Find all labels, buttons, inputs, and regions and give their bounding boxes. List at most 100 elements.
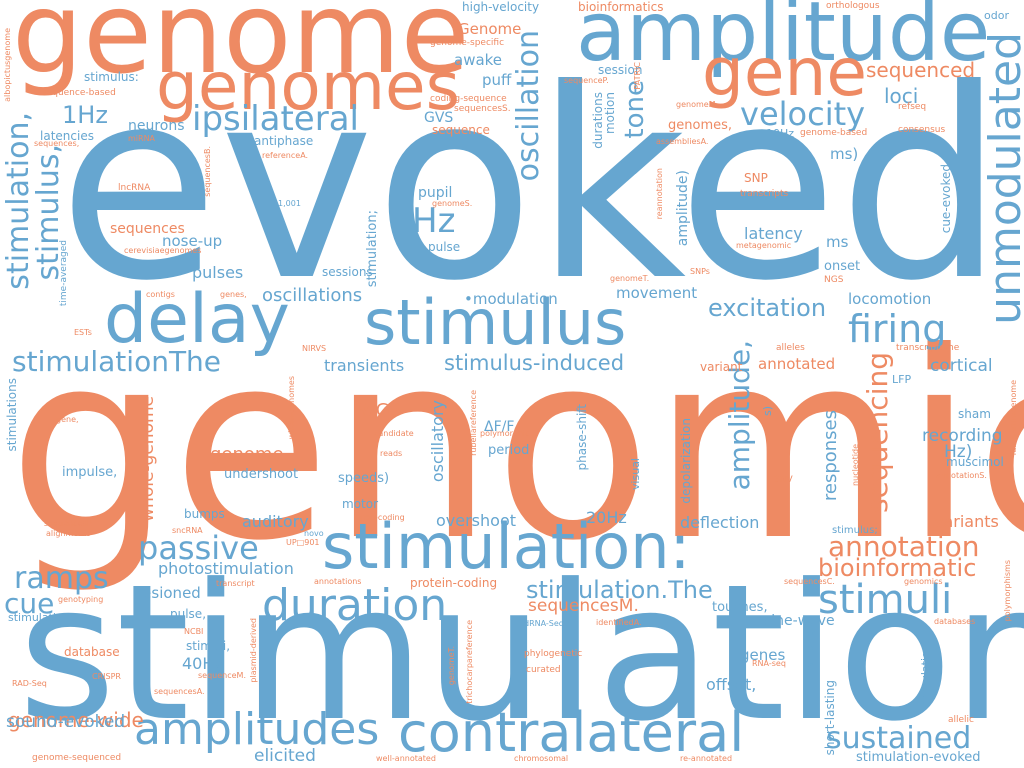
- word-impulse: impulse,: [62, 465, 118, 480]
- word-stimuli: stimuli: [818, 577, 953, 623]
- word-unmodulated: unmodulated: [980, 32, 1024, 325]
- word-antiphase: antiphase: [254, 134, 314, 148]
- word-plasmid: plasmid-derived: [249, 618, 258, 683]
- word-allelic: allelic: [948, 715, 975, 725]
- word-well-annotated: well-annotated: [376, 754, 436, 763]
- word-nose-up: nose-up: [162, 232, 223, 250]
- word-reference-a: referenceA.: [262, 151, 309, 160]
- word-stimulations: stimulations: [5, 378, 19, 452]
- word-amplitude-paren: amplitude): [675, 170, 691, 247]
- word-sequences-b: sequencesB.: [203, 146, 212, 197]
- word-gene-comma: gene,: [56, 415, 79, 424]
- word-alleles: alleles: [776, 343, 805, 353]
- word-ramps: ramps: [14, 561, 109, 596]
- word-stimulus: stimulus: [364, 286, 627, 359]
- word-short-lasting: short-lasting: [823, 680, 837, 756]
- word-genomes: genomes: [156, 48, 460, 125]
- word-phylogenetic: phylogenetic: [524, 649, 583, 659]
- word-genomics: genomics: [904, 577, 943, 586]
- word-novo: novo: [304, 529, 324, 538]
- word-genome-sequenced: genome-sequenced: [32, 753, 122, 763]
- word-patric: PATRIC: [633, 62, 642, 90]
- word-genome-cap: Genome: [458, 20, 522, 38]
- word-amplitude: amplitude: [576, 0, 991, 80]
- word-ms-paren: ms): [830, 145, 859, 163]
- word-refseq: refseq: [898, 102, 927, 112]
- word-offset-comma: offset,: [706, 675, 757, 694]
- word-candidate: candidate: [374, 429, 414, 438]
- word-stimulation-evoked: stimulation-evoked: [856, 750, 981, 765]
- word-crispr: CRISPR: [92, 672, 121, 681]
- word-stimulation-semi: stimulation;: [365, 210, 380, 288]
- word-lncrna: lncRNA: [118, 183, 151, 193]
- word-falciparum: falciparumgenome: [1009, 380, 1018, 456]
- word-assemblies-a: assembliesA.: [656, 137, 709, 146]
- word-genome-s: genomeS.: [432, 199, 473, 208]
- word-deflection: deflection: [680, 513, 760, 532]
- word-sequences-s: sequencesS.: [454, 104, 511, 114]
- word-locomotion: locomotion: [848, 290, 932, 308]
- word-sequences-a: sequencesA.: [154, 687, 205, 696]
- word-protein-coding: protein-coding: [410, 576, 498, 590]
- word-genome-based: genome-based: [800, 128, 868, 138]
- word-pupil: pupil: [418, 185, 453, 201]
- word-sound-evoked-visible: sound-evoked: [6, 712, 126, 732]
- word-velocity: velocity: [740, 95, 866, 133]
- word-whole-genomes: whole-genomes: [287, 376, 296, 440]
- word-ipsilateral: ipsilateral: [192, 99, 359, 139]
- word-drna: dRNA-Seq: [524, 619, 564, 628]
- word-sham: sham: [958, 407, 991, 421]
- word-10hz: 10Hz: [766, 127, 795, 140]
- word-stimulus-induced: stimulus-induced: [444, 351, 625, 375]
- word-latency: latency: [744, 224, 803, 243]
- word-annotations: annotations: [314, 577, 362, 586]
- word-pulses: pulses: [192, 263, 244, 282]
- word-phase-shift: phase-shift: [575, 404, 589, 471]
- word-sequenced: sequenced: [866, 58, 976, 82]
- word-stimuli-comma: stimuli,: [186, 639, 231, 653]
- word-stimulus-semi: stimulus;: [832, 525, 878, 536]
- word-transcript: transcript: [216, 579, 255, 588]
- word-up901: UP□901: [286, 538, 320, 547]
- word-stimulation-paren-2: stimulation): [919, 640, 932, 706]
- word-ms: ms: [826, 233, 849, 251]
- word-awake: awake: [454, 51, 503, 69]
- word-databases: databases: [934, 617, 976, 626]
- word-recording: recording: [922, 426, 1003, 446]
- word-sequence-m: sequenceM.: [198, 671, 246, 680]
- word-coding-sequence: coding-sequence: [430, 94, 507, 104]
- word-session: session: [598, 63, 643, 77]
- word-modulation: •modulation: [464, 290, 558, 308]
- word-excitation: excitation: [708, 294, 827, 322]
- word-gvs: GVS: [424, 110, 454, 126]
- word-responses: responses: [820, 410, 841, 502]
- word-pulse-comma: pulse,: [170, 607, 207, 621]
- word-nirvs: NIRVS: [302, 344, 327, 353]
- word-stimulation-paren: stimulation): [8, 611, 74, 624]
- word-oscillations: oscillations: [262, 285, 363, 306]
- word-reannotation: reannotation: [655, 168, 664, 220]
- word-firing: firing: [848, 307, 947, 351]
- word-snps: SNPs: [690, 267, 710, 276]
- word-genome-m: genomeM.: [676, 100, 719, 109]
- word-genes-comma: genes,: [220, 290, 247, 299]
- word-cue: cue: [4, 587, 55, 620]
- word-touches: touches,: [712, 600, 768, 615]
- word-auditory: auditory: [242, 512, 309, 531]
- word-alignments: alignments: [46, 529, 91, 538]
- word-cerevisiae: cerevisiaegenomes: [124, 246, 202, 255]
- word-ests: ESTs: [74, 328, 92, 337]
- word-oscillation: oscillation: [511, 30, 546, 182]
- word-cortical: cortical: [930, 356, 993, 376]
- word-sncrna: sncRNA: [172, 526, 203, 535]
- word-genes: genes: [740, 646, 786, 664]
- word-identified-a: identifiedA.: [596, 618, 642, 627]
- word-sequences: sequences: [110, 221, 185, 237]
- word-sequence-based: sequence-based: [42, 88, 116, 98]
- word-sustained: sustained: [826, 721, 972, 756]
- word-trichocarpa: trichocarpareference: [465, 620, 474, 704]
- word-oscillatory: oscillatory: [428, 400, 447, 483]
- word-polymorphisms: polymorphisms: [1003, 560, 1012, 622]
- word-speeds: speeds): [338, 471, 390, 486]
